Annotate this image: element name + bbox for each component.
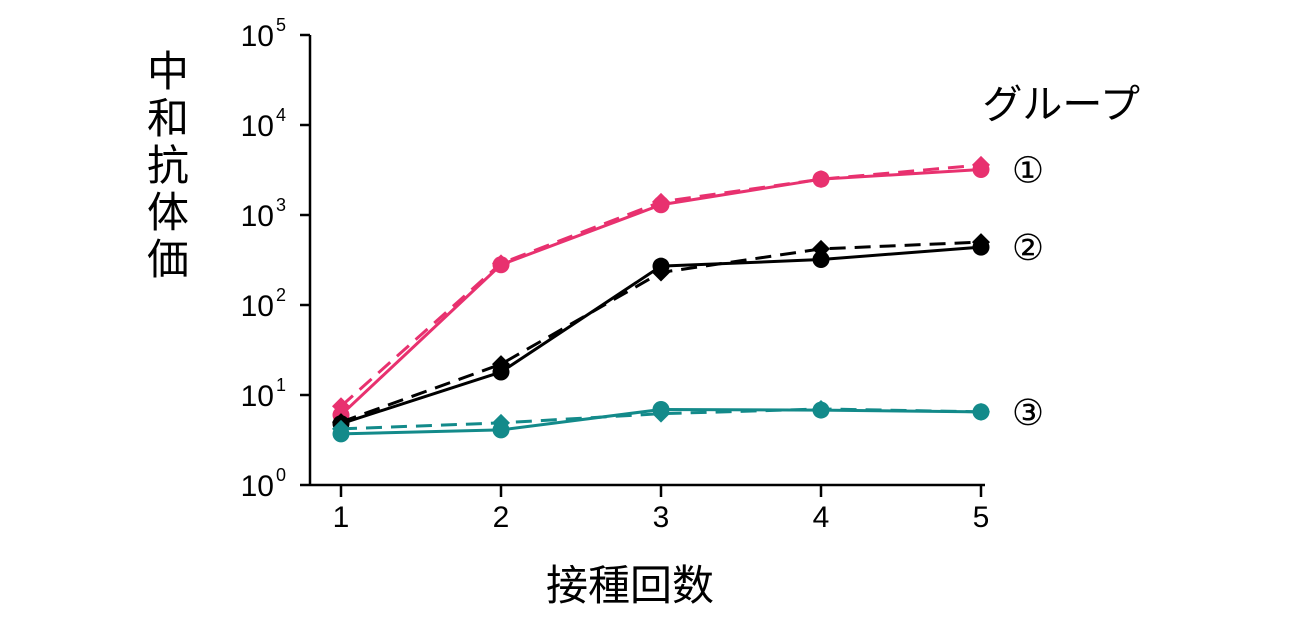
y-tick-label: 10 xyxy=(241,20,274,53)
data-point-circle xyxy=(812,170,830,188)
y-tick-exponent: 5 xyxy=(276,15,286,35)
y-axis-title-char: 価 xyxy=(147,235,189,284)
data-point-circle xyxy=(492,363,510,381)
y-axis-title-char: 中 xyxy=(147,47,189,96)
y-tick-exponent: 3 xyxy=(276,195,286,215)
y-tick-label: 10 xyxy=(241,380,274,413)
group-2 xyxy=(332,233,990,433)
group-3 xyxy=(332,399,990,443)
axes: 10 010 110 210 310 410 51 2 3 4 5 xyxy=(241,15,990,534)
group-labels: ① ② ③ xyxy=(1012,151,1044,434)
group-label-2: ② xyxy=(1012,228,1044,269)
y-tick-exponent: 2 xyxy=(276,285,286,305)
y-axis-title-char: 抗 xyxy=(147,141,189,190)
y-tick-label: 10 xyxy=(241,200,274,233)
x-tick-label: 5 xyxy=(973,501,990,534)
x-axis-title: 接種回数 xyxy=(546,561,714,610)
group-label-1: ① xyxy=(1012,151,1044,192)
legend-title: グループ xyxy=(982,82,1140,128)
data-point-circle xyxy=(972,161,990,179)
data-point-circle xyxy=(492,256,510,274)
data-point-circle xyxy=(652,196,670,214)
y-tick-label: 10 xyxy=(241,110,274,143)
x-tick-label: 4 xyxy=(813,501,830,534)
x-tick-label: 3 xyxy=(653,501,670,534)
y-tick-exponent: 1 xyxy=(276,375,286,395)
data-point-circle xyxy=(332,425,350,443)
y-tick-label: 10 xyxy=(241,290,274,323)
data-point-circle xyxy=(972,403,990,421)
data-point-circle xyxy=(652,257,670,275)
y-tick-exponent: 0 xyxy=(276,465,286,485)
y-tick-exponent: 4 xyxy=(276,105,286,125)
group-label-3: ③ xyxy=(1012,393,1044,434)
data-point-circle xyxy=(652,401,670,419)
data-point-circle xyxy=(812,401,830,419)
data-point-circle xyxy=(972,238,990,256)
series-layer xyxy=(332,155,990,443)
y-axis-title-char: 和 xyxy=(147,94,189,143)
data-point-circle xyxy=(812,251,830,269)
y-axis-title-char: 体 xyxy=(147,188,189,237)
group-1 xyxy=(332,155,990,424)
y-tick-label: 10 xyxy=(241,470,274,503)
y-axis-title: 中和抗体価 xyxy=(147,47,189,284)
data-point-circle xyxy=(492,421,510,439)
x-tick-label: 2 xyxy=(493,501,510,534)
x-tick-label: 1 xyxy=(333,501,350,534)
